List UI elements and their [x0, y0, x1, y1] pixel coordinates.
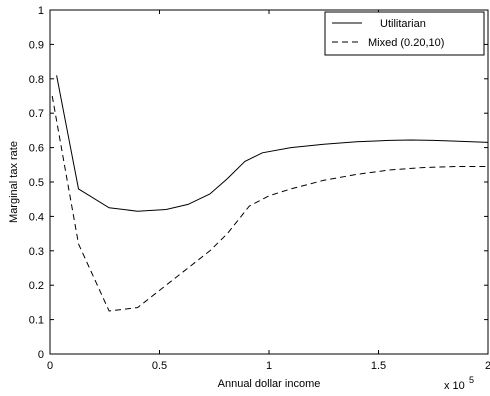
y-tick-label: 0.9 — [29, 39, 44, 51]
series-line-utilitarian — [56, 75, 489, 212]
y-tick-label: 1 — [38, 5, 44, 17]
y-tick-label: 0.4 — [29, 211, 44, 223]
legend-label-utilitarian: Utilitarian — [380, 18, 426, 30]
series-line-mixed — [51, 95, 488, 312]
x-tick-label: 2 — [485, 360, 490, 372]
x-tick-label: 0.5 — [152, 360, 167, 372]
series-layer — [51, 75, 489, 312]
y-tick-label: 0.8 — [29, 74, 44, 86]
x-multiplier-exponent: 5 — [469, 375, 474, 385]
x-axis-multiplier: x 10 5 — [444, 375, 474, 392]
x-axis-label: Annual dollar income — [218, 378, 321, 390]
x-multiplier-base: x 10 — [444, 380, 465, 392]
y-tick-label: 0.3 — [29, 246, 44, 258]
y-axis-label: Marginal tax rate — [8, 141, 20, 223]
y-tick-label: 0.2 — [29, 280, 44, 292]
y-tick-label: 0 — [38, 349, 44, 361]
y-tick-label: 0.7 — [29, 108, 44, 120]
x-axis-ticks: 0 0.5 1 1.5 2 — [47, 10, 490, 372]
y-tick-label: 0.5 — [29, 177, 44, 189]
y-tick-label: 0.1 — [29, 315, 44, 327]
legend: Utilitarian Mixed (0.20,10) — [324, 11, 485, 56]
plot-area — [49, 9, 489, 355]
x-tick-label: 0 — [47, 360, 53, 372]
y-tick-label: 0.6 — [29, 143, 44, 155]
x-tick-label: 1 — [266, 360, 272, 372]
x-tick-label: 1.5 — [371, 360, 386, 372]
legend-box — [324, 11, 485, 56]
legend-label-mixed: Mixed (0.20,10) — [368, 37, 444, 49]
y-axis-ticks: 0 0.1 0.2 0.3 0.4 0.5 0.6 0.7 0.8 0.9 1 — [29, 5, 488, 361]
